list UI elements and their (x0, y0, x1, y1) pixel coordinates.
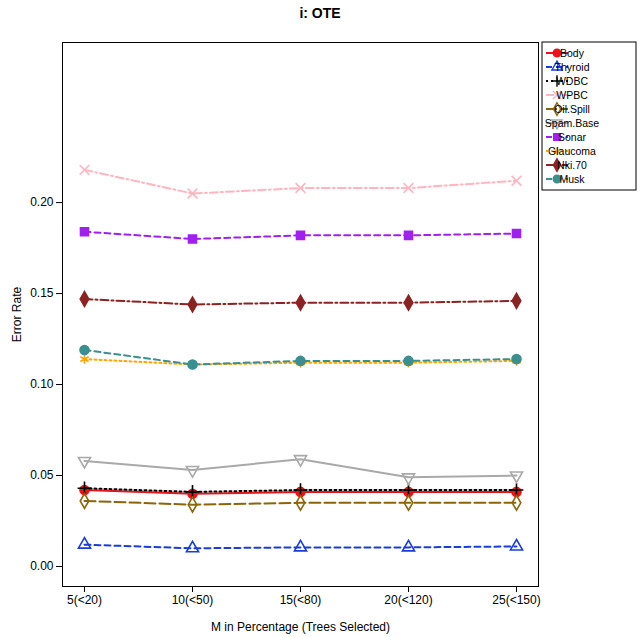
svg-text:Glaucoma: Glaucoma (548, 145, 596, 157)
svg-text:10(<50): 10(<50) (172, 593, 214, 607)
svg-text:WDBC: WDBC (556, 75, 588, 87)
svg-text:Body: Body (560, 47, 585, 59)
svg-text:WPBC: WPBC (556, 89, 588, 101)
svg-text:Spam.Base: Spam.Base (545, 117, 599, 129)
svg-text:0.10: 0.10 (30, 377, 54, 391)
svg-text:M in Percentage (Trees Selecte: M in Percentage (Trees Selected) (211, 620, 390, 634)
svg-text:20(<120): 20(<120) (384, 593, 432, 607)
svg-text:0.05: 0.05 (30, 468, 54, 482)
svg-text:Oil.Spill: Oil.Spill (554, 103, 590, 115)
svg-text:0.20: 0.20 (30, 195, 54, 209)
svg-text:0.15: 0.15 (30, 286, 54, 300)
svg-text:Sonar: Sonar (558, 131, 587, 143)
svg-text:Thyroid: Thyroid (554, 61, 589, 73)
svg-text:0.00: 0.00 (30, 559, 54, 573)
svg-text:Error Rate: Error Rate (10, 287, 24, 343)
svg-text:15(<80): 15(<80) (280, 593, 322, 607)
svg-text:Nki.70: Nki.70 (557, 159, 587, 171)
html-text:i: OTE: i: OTE (299, 5, 341, 21)
svg-text:Musk: Musk (559, 173, 585, 185)
svg-text:25(<150): 25(<150) (492, 593, 540, 607)
svg-text:5(<20): 5(<20) (67, 593, 102, 607)
